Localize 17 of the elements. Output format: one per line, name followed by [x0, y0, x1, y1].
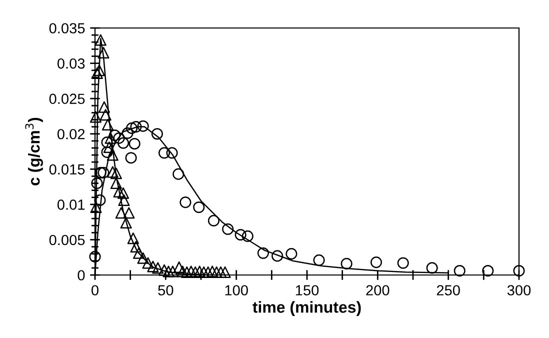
x-tick-label: 300: [507, 285, 531, 296]
x-tick-label: 50: [158, 285, 174, 296]
x-tick-label: 200: [366, 285, 390, 296]
x-tick-label: 0: [92, 285, 98, 296]
y-tick-label: 0.005: [49, 234, 85, 246]
y-tick-label: 0.02: [57, 128, 85, 140]
y-tick-label: 0.015: [49, 164, 85, 175]
y-tick-label: 0.03: [57, 58, 85, 69]
x-tick-label: 100: [225, 285, 248, 296]
y-axis-title: c (g/cm$^{3}$): [25, 118, 43, 186]
y-tick-label: 0: [78, 270, 85, 280]
y-tick-label: 0.035: [49, 23, 85, 34]
y-tick-label: 0.025: [49, 94, 85, 104]
x-axis-title: time (minutes): [252, 301, 361, 316]
x-tick-label: 150: [296, 285, 319, 296]
x-tick-label: 250: [436, 285, 460, 296]
y-tick-label: 0.01: [57, 200, 85, 210]
